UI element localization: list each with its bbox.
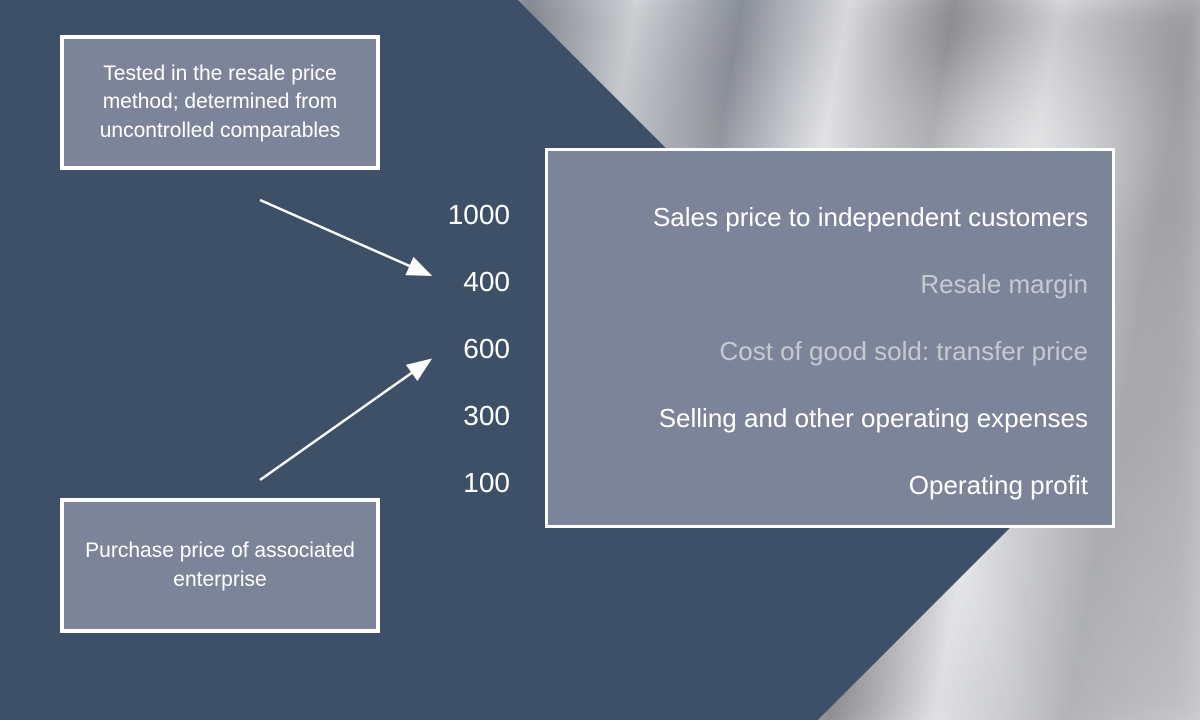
- callout-bottom: Purchase price of associated enterprise: [60, 498, 380, 633]
- row-label-2: Cost of good sold: transfer price: [719, 318, 1088, 385]
- row-value-text: 100: [463, 467, 510, 498]
- row-label-text: Operating profit: [909, 470, 1088, 501]
- row-value-2: 600: [0, 333, 510, 365]
- callout-bottom-text: Purchase price of associated enterprise: [82, 537, 358, 594]
- row-label-1: Resale margin: [920, 251, 1088, 318]
- row-label-0: Sales price to independent customers: [653, 184, 1088, 251]
- diagram-stage: Tested in the resale price method; deter…: [0, 0, 1200, 720]
- row-value-3: 300: [0, 400, 510, 432]
- row-value-1: 400: [0, 266, 510, 298]
- row-label-4: Operating profit: [909, 452, 1088, 519]
- row-label-text: Sales price to independent customers: [653, 202, 1088, 233]
- callout-top: Tested in the resale price method; deter…: [60, 35, 380, 170]
- row-value-0: 1000: [0, 199, 510, 231]
- row-value-text: 400: [463, 266, 510, 297]
- row-label-text: Cost of good sold: transfer price: [719, 336, 1088, 367]
- row-label-text: Selling and other operating expenses: [659, 403, 1088, 434]
- callout-top-text: Tested in the resale price method; deter…: [82, 60, 358, 145]
- row-label-text: Resale margin: [920, 269, 1088, 300]
- row-label-3: Selling and other operating expenses: [659, 385, 1088, 452]
- row-value-4: 100: [0, 467, 510, 499]
- row-value-text: 1000: [448, 199, 510, 230]
- row-value-text: 600: [463, 333, 510, 364]
- main-panel: Sales price to independent customers Res…: [545, 148, 1115, 528]
- row-value-text: 300: [463, 400, 510, 431]
